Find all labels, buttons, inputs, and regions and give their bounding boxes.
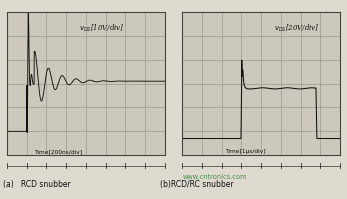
Text: (a)   RCD snubber: (a) RCD snubber [3,180,71,189]
Text: Time[1μs/div]: Time[1μs/div] [225,149,266,154]
Text: www.cntronics.com: www.cntronics.com [183,174,247,180]
Text: Time[200ns/div]: Time[200ns/div] [34,149,82,154]
Text: (b)RCD/RC snubber: (b)RCD/RC snubber [160,180,233,189]
Text: $v_{DS}$[10V/div]: $v_{DS}$[10V/div] [79,23,125,34]
Text: $v_{DS}$[20V/div]: $v_{DS}$[20V/div] [274,23,320,34]
